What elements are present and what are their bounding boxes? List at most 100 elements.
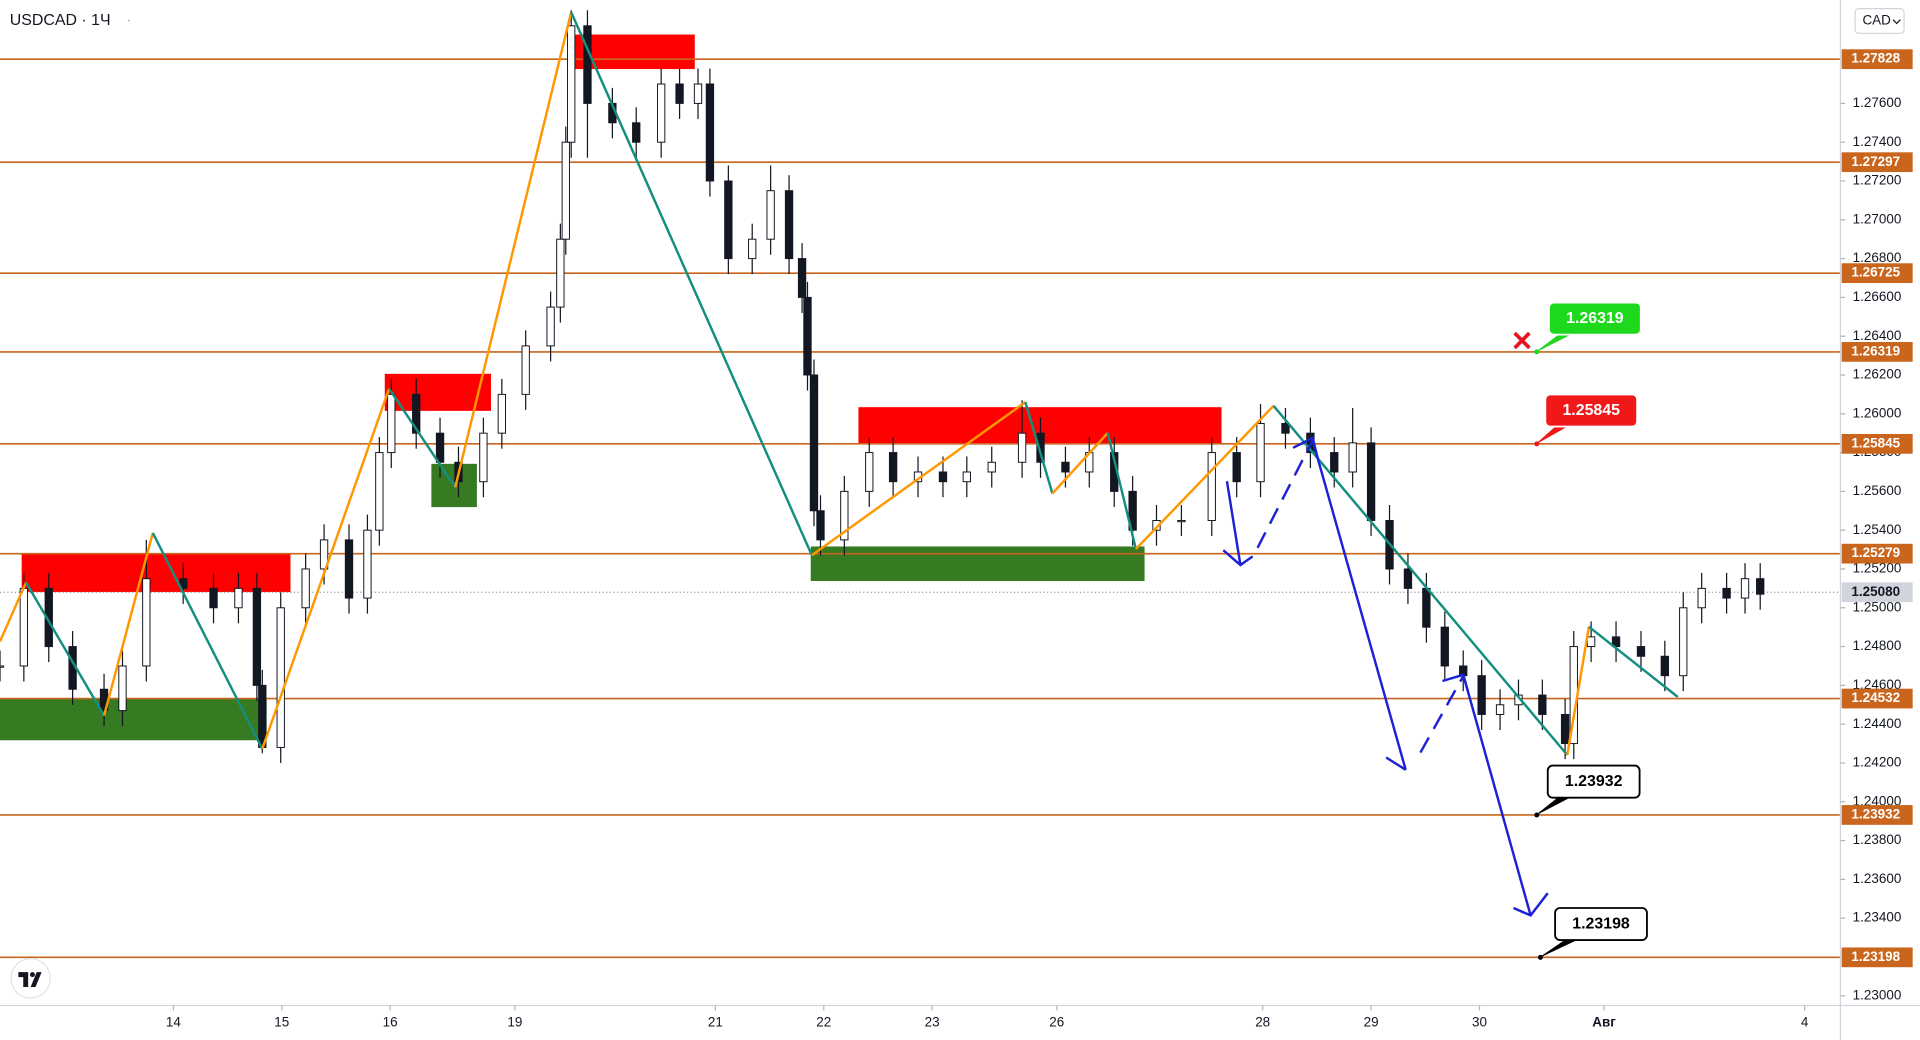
x-tick-label: 23 <box>925 1014 940 1029</box>
level-label-box <box>1841 543 1913 564</box>
y-tick-label: 1.26200 <box>1853 367 1902 382</box>
zone <box>384 373 491 411</box>
y-tick-label: 1.26800 <box>1853 250 1902 265</box>
candle-body <box>632 122 641 143</box>
y-tick-label: 1.24600 <box>1853 677 1902 692</box>
zone <box>21 553 291 593</box>
zone <box>810 546 1145 582</box>
zone <box>0 698 267 741</box>
tv-logo[interactable] <box>10 957 51 999</box>
x-tick-label: 29 <box>1364 1014 1379 1029</box>
candle-body <box>693 83 703 104</box>
candle-body <box>724 180 733 260</box>
arrow-dashed <box>1256 439 1314 549</box>
last-price-label: 1.25080 <box>1851 584 1900 599</box>
candle-body <box>1232 452 1241 483</box>
arrow <box>1462 674 1549 917</box>
level-label: 1.25279 <box>1851 545 1900 560</box>
candle-body <box>1348 442 1357 473</box>
candle-body <box>0 665 5 668</box>
level-label: 1.25845 <box>1851 435 1900 450</box>
dropdown-box[interactable] <box>1854 8 1905 34</box>
logo-mark <box>18 972 42 987</box>
candle-body <box>809 374 819 512</box>
candle-body <box>1697 587 1706 609</box>
candle-body <box>497 393 506 434</box>
callout-label: 1.23932 <box>1565 773 1623 790</box>
title-dot: · <box>126 12 131 29</box>
x-tick-label: 26 <box>1049 1014 1064 1029</box>
candle-body <box>567 25 576 143</box>
projection-arrows <box>1222 436 1549 917</box>
level-label: 1.26319 <box>1851 343 1900 358</box>
callout-label: 1.23198 <box>1572 915 1630 932</box>
candle-body <box>1756 578 1765 595</box>
x-tick-label: 30 <box>1472 1014 1487 1029</box>
arrow-dashed <box>1419 675 1465 754</box>
y-tick-label: 1.27400 <box>1853 134 1902 149</box>
candle-body <box>561 141 570 240</box>
y-tick-label: 1.27200 <box>1853 173 1902 188</box>
zigzag-leg <box>1566 626 1591 756</box>
candle-body <box>1636 646 1646 657</box>
y-tick-label: 1.26000 <box>1853 405 1902 420</box>
level-label: 1.23932 <box>1851 807 1900 822</box>
y-tick-label: 1.25000 <box>1853 599 1902 614</box>
x-tick-label: 22 <box>816 1014 831 1029</box>
x-tick-label: Авг <box>1592 1014 1616 1029</box>
y-tick-label: 1.25200 <box>1853 561 1902 576</box>
callout-label: 1.25845 <box>1562 402 1620 419</box>
candle-body <box>412 393 421 434</box>
callout-anchor <box>1534 441 1540 447</box>
candle-body <box>987 461 996 473</box>
candle-body <box>1611 636 1621 648</box>
level-label-box <box>1841 688 1913 709</box>
candle-body <box>583 25 592 104</box>
level-label-box <box>1841 263 1913 284</box>
candle-body <box>209 587 218 609</box>
candle-body <box>675 83 684 104</box>
candle-body <box>816 510 825 541</box>
zigzag-leg <box>1051 432 1109 495</box>
symbol-title: USDCAD · 1Ч <box>10 12 111 29</box>
candle-body <box>1281 422 1290 434</box>
x-tick-label: 14 <box>166 1014 181 1029</box>
zigzag-leg <box>1588 625 1679 698</box>
candle-body <box>1366 442 1376 521</box>
candle-body <box>1330 452 1339 473</box>
candle-body <box>705 83 715 182</box>
candle-body <box>1740 578 1750 599</box>
candle-body <box>748 238 757 260</box>
candle-body <box>784 190 794 260</box>
price-axis-bg <box>1840 0 1920 1040</box>
x-tick-label: 28 <box>1255 1014 1270 1029</box>
candle-body <box>1207 452 1216 521</box>
y-tick-label: 1.25400 <box>1853 522 1902 537</box>
time-axis-bg <box>0 1005 1841 1040</box>
y-tick-label: 1.24400 <box>1853 716 1902 731</box>
candle-body <box>479 432 488 483</box>
candle-body <box>375 452 384 531</box>
zigzag-leg <box>102 532 155 716</box>
currency-dropdown[interactable]: CAD <box>1854 8 1905 34</box>
callout-anchor <box>1537 954 1543 960</box>
level-label-box <box>1841 805 1913 825</box>
arrow <box>1311 440 1407 771</box>
logo-circle[interactable] <box>10 957 51 999</box>
candle-body <box>865 452 874 492</box>
candle-body <box>1660 655 1669 677</box>
candle-body <box>363 529 372 599</box>
level-label-box <box>1841 342 1913 362</box>
dropdown-caret <box>1892 19 1901 25</box>
y-tick-label: 1.23000 <box>1853 987 1902 1002</box>
candle-body <box>1586 636 1596 648</box>
candle-body <box>1061 461 1070 473</box>
y-tick-label: 1.27600 <box>1853 95 1902 110</box>
callout-anchor <box>1534 812 1540 818</box>
currency-label[interactable]: CAD <box>1862 13 1891 28</box>
candle-body <box>44 587 53 648</box>
y-tick-label: 1.26600 <box>1853 289 1902 304</box>
